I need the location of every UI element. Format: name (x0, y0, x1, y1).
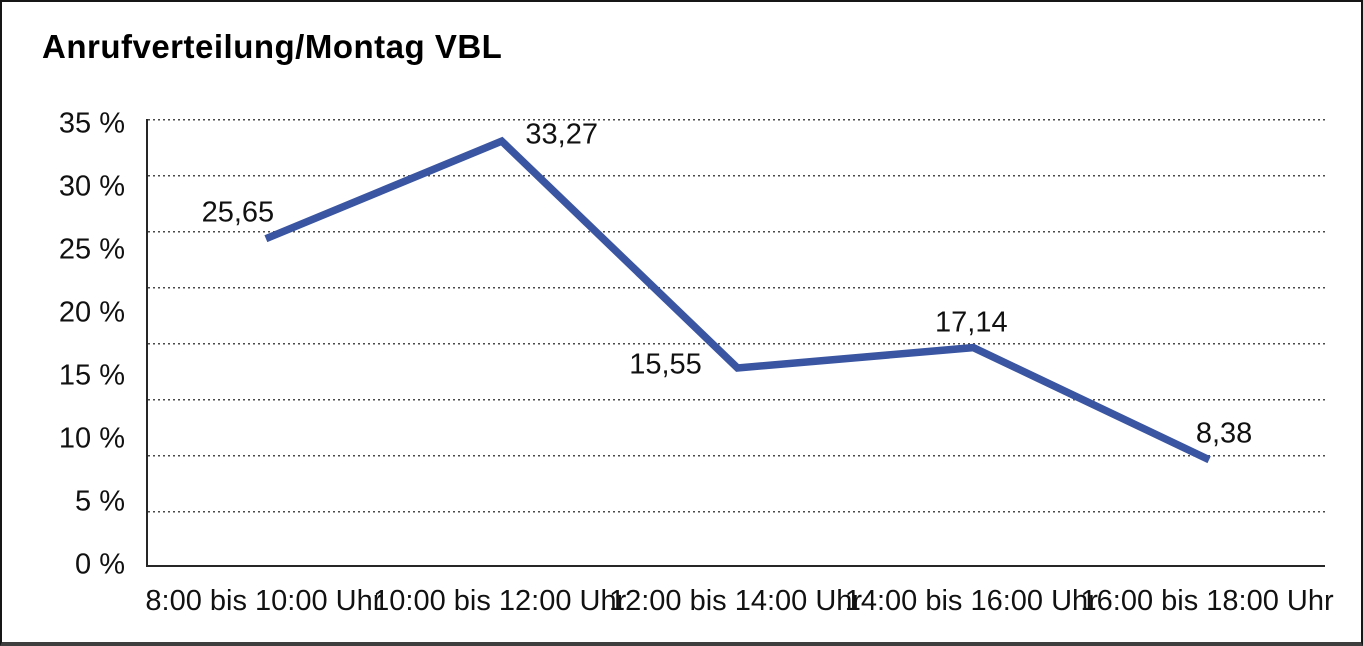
data-series-line (264, 136, 1211, 464)
chart-title: Anrufverteilung/Montag VBL (42, 28, 503, 65)
x-axis-category-label: 14:00 bis 16:00 Uhr (844, 585, 1098, 617)
y-axis-tick-label: 25 % (58, 233, 125, 266)
y-axis-tick-label: 30 % (58, 170, 125, 203)
y-axis-tick-label: 5 % (75, 485, 125, 518)
gridline (148, 343, 1325, 345)
y-axis-labels: 35 % 30 % 25 % 20 % 15 % 10 % 5 % 0 % (2, 108, 125, 581)
x-axis-category-label: 10:00 bis 12:00 Uhr (373, 585, 627, 617)
x-axis-category-label: 8:00 bis 10:00 Uhr (145, 585, 383, 617)
y-axis-tick-label: 15 % (58, 359, 125, 392)
data-point-label: 8,38 (1195, 417, 1253, 450)
data-point-label: 25,65 (201, 196, 275, 229)
y-axis-tick-label: 10 % (58, 422, 125, 455)
data-point-label: 33,27 (525, 118, 598, 151)
gridline (148, 175, 1325, 177)
gridline (148, 231, 1325, 233)
plot-area: 25,65 33,27 15,55 17,14 8,38 (146, 119, 1325, 567)
gridline (148, 287, 1325, 289)
gridline (148, 455, 1325, 457)
gridline (148, 399, 1325, 401)
y-axis-tick-label: 35 % (58, 107, 125, 140)
x-axis-category-label: 12:00 bis 14:00 Uhr (608, 585, 863, 617)
data-point-label: 17,14 (935, 306, 1008, 339)
data-point-label: 15,55 (629, 348, 702, 381)
gridline (148, 119, 1325, 121)
gridline (148, 511, 1325, 513)
x-axis-labels: 8:00 bis 10:00 Uhr 10:00 bis 12:00 Uhr 12:… (145, 583, 1333, 623)
line-chart-svg (264, 136, 1211, 464)
x-axis-category-label: 16:00 bis 18:00 Uhr (1080, 585, 1334, 617)
y-axis-tick-label: 20 % (58, 296, 125, 329)
y-axis-tick-label: 0 % (75, 548, 125, 581)
